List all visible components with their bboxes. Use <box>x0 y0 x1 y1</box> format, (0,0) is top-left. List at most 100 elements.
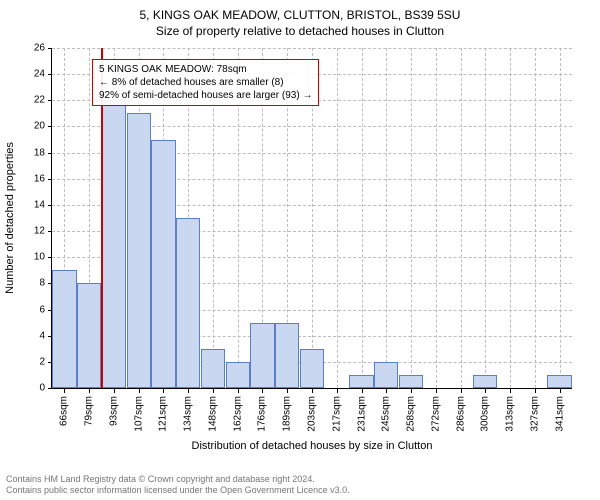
xtick-label: 189sqm <box>282 396 293 432</box>
xtick-mark <box>510 389 511 393</box>
histogram-bar <box>176 218 200 388</box>
gridline-v <box>436 48 437 388</box>
gridline-v <box>510 48 511 388</box>
histogram-bar <box>102 100 126 388</box>
ytick-label: 4 <box>15 330 45 341</box>
ytick-label: 8 <box>15 278 45 289</box>
ytick-mark <box>48 126 52 127</box>
xtick-mark <box>436 389 437 393</box>
ytick-mark <box>48 179 52 180</box>
ytick-mark <box>48 48 52 49</box>
xtick-label: 148sqm <box>207 396 218 432</box>
ytick-label: 2 <box>15 356 45 367</box>
xtick-label: 300sqm <box>480 396 491 432</box>
ytick-label: 20 <box>15 121 45 132</box>
x-axis-label: Distribution of detached houses by size … <box>52 440 572 452</box>
xtick-mark <box>188 389 189 393</box>
histogram-bar <box>473 375 497 388</box>
ytick-mark <box>48 310 52 311</box>
ytick-mark <box>48 205 52 206</box>
histogram-bar <box>201 349 225 388</box>
ytick-label: 12 <box>15 226 45 237</box>
xtick-label: 134sqm <box>183 396 194 432</box>
xtick-mark <box>213 389 214 393</box>
xtick-label: 231sqm <box>356 396 367 432</box>
xtick-label: 66sqm <box>59 396 70 426</box>
histogram-bar <box>374 362 398 388</box>
ytick-mark <box>48 153 52 154</box>
histogram-bar <box>52 270 76 388</box>
footer-line-1: Contains HM Land Registry data © Crown c… <box>6 474 350 485</box>
xtick-mark <box>535 389 536 393</box>
gridline-v <box>461 48 462 388</box>
xtick-label: 327sqm <box>529 396 540 432</box>
xtick-mark <box>163 389 164 393</box>
xtick-mark <box>560 389 561 393</box>
histogram-bar <box>547 375 571 388</box>
histogram-bar <box>127 113 151 388</box>
chart-container: 5, KINGS OAK MEADOW, CLUTTON, BRISTOL, B… <box>0 0 600 500</box>
histogram-bar <box>399 375 423 388</box>
xtick-label: 313sqm <box>505 396 516 432</box>
gridline-v <box>337 48 338 388</box>
xtick-label: 286sqm <box>455 396 466 432</box>
histogram-bar <box>151 140 175 388</box>
xtick-mark <box>287 389 288 393</box>
ytick-label: 22 <box>15 95 45 106</box>
xtick-label: 162sqm <box>232 396 243 432</box>
xtick-mark <box>337 389 338 393</box>
annotation-line-1: 5 KINGS OAK MEADOW: 78sqm <box>99 63 312 76</box>
y-axis-line <box>51 48 52 388</box>
annotation-box: 5 KINGS OAK MEADOW: 78sqm ← 8% of detach… <box>92 59 319 106</box>
gridline-v <box>485 48 486 388</box>
ytick-mark <box>48 283 52 284</box>
xtick-label: 203sqm <box>307 396 318 432</box>
annotation-line-2: ← 8% of detached houses are smaller (8) <box>99 76 312 89</box>
ytick-label: 18 <box>15 147 45 158</box>
xtick-mark <box>386 389 387 393</box>
xtick-mark <box>64 389 65 393</box>
xtick-label: 176sqm <box>257 396 268 432</box>
histogram-bar <box>250 323 274 388</box>
ytick-label: 26 <box>15 43 45 54</box>
histogram-bar <box>349 375 373 388</box>
gridline-v <box>386 48 387 388</box>
xtick-mark <box>114 389 115 393</box>
xtick-label: 272sqm <box>430 396 441 432</box>
chart-title-sub: Size of property relative to detached ho… <box>0 22 600 38</box>
xtick-label: 258sqm <box>406 396 417 432</box>
histogram-bar <box>300 349 324 388</box>
xtick-label: 121sqm <box>158 396 169 432</box>
xtick-mark <box>238 389 239 393</box>
y-axis-label: Number of detached properties <box>4 142 16 294</box>
xtick-mark <box>411 389 412 393</box>
xtick-mark <box>485 389 486 393</box>
ytick-label: 16 <box>15 173 45 184</box>
histogram-bar <box>77 283 101 388</box>
ytick-label: 6 <box>15 304 45 315</box>
xtick-label: 341sqm <box>554 396 565 432</box>
xtick-label: 93sqm <box>108 396 119 426</box>
gridline-v <box>535 48 536 388</box>
ytick-mark <box>48 74 52 75</box>
xtick-label: 217sqm <box>331 396 342 432</box>
gridline-v <box>411 48 412 388</box>
footer-line-2: Contains public sector information licen… <box>6 485 350 496</box>
chart-title-main: 5, KINGS OAK MEADOW, CLUTTON, BRISTOL, B… <box>0 0 600 22</box>
histogram-bar <box>226 362 250 388</box>
xtick-mark <box>461 389 462 393</box>
xtick-mark <box>139 389 140 393</box>
gridline-v <box>362 48 363 388</box>
annotation-line-3: 92% of semi-detached houses are larger (… <box>99 89 312 102</box>
xtick-label: 107sqm <box>133 396 144 432</box>
xtick-mark <box>362 389 363 393</box>
ytick-label: 24 <box>15 69 45 80</box>
footer-attribution: Contains HM Land Registry data © Crown c… <box>6 474 350 497</box>
xtick-mark <box>89 389 90 393</box>
ytick-label: 0 <box>15 383 45 394</box>
gridline-v <box>560 48 561 388</box>
ytick-mark <box>48 362 52 363</box>
ytick-label: 14 <box>15 199 45 210</box>
ytick-mark <box>48 336 52 337</box>
xtick-mark <box>312 389 313 393</box>
